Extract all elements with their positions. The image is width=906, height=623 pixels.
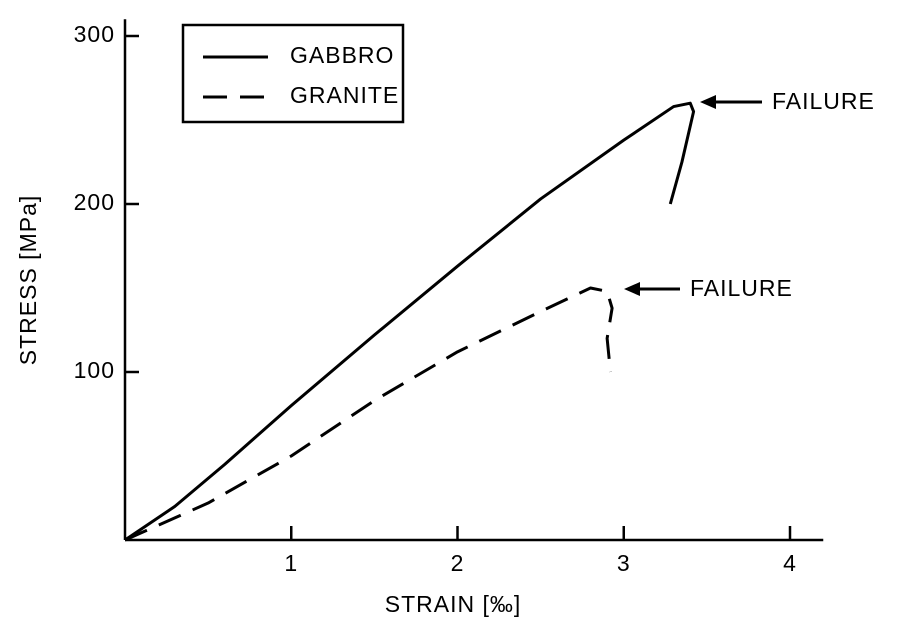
data-line <box>124 101 696 542</box>
legend-label: GRANITE <box>290 82 399 108</box>
x-tick-label: 1 <box>284 550 298 576</box>
annotation: FAILURE <box>772 88 875 114</box>
annotation-arrow <box>624 95 762 296</box>
legend-box <box>181 23 405 124</box>
y-axis-label: STRESS [MPa] <box>15 195 41 365</box>
data-line <box>124 286 614 542</box>
x-axis-label: STRAIN [‰] <box>385 591 522 617</box>
y-tick-label: 100 <box>74 357 115 383</box>
legend-label: GABBRO <box>290 42 394 68</box>
x-tick-label: 2 <box>451 550 465 576</box>
x-tick-label: 4 <box>783 550 797 576</box>
y-tick-label: 300 <box>74 21 115 47</box>
x-tick-label: 3 <box>617 550 631 576</box>
annotation: FAILURE <box>690 275 793 301</box>
y-tick-label: 200 <box>74 189 115 215</box>
